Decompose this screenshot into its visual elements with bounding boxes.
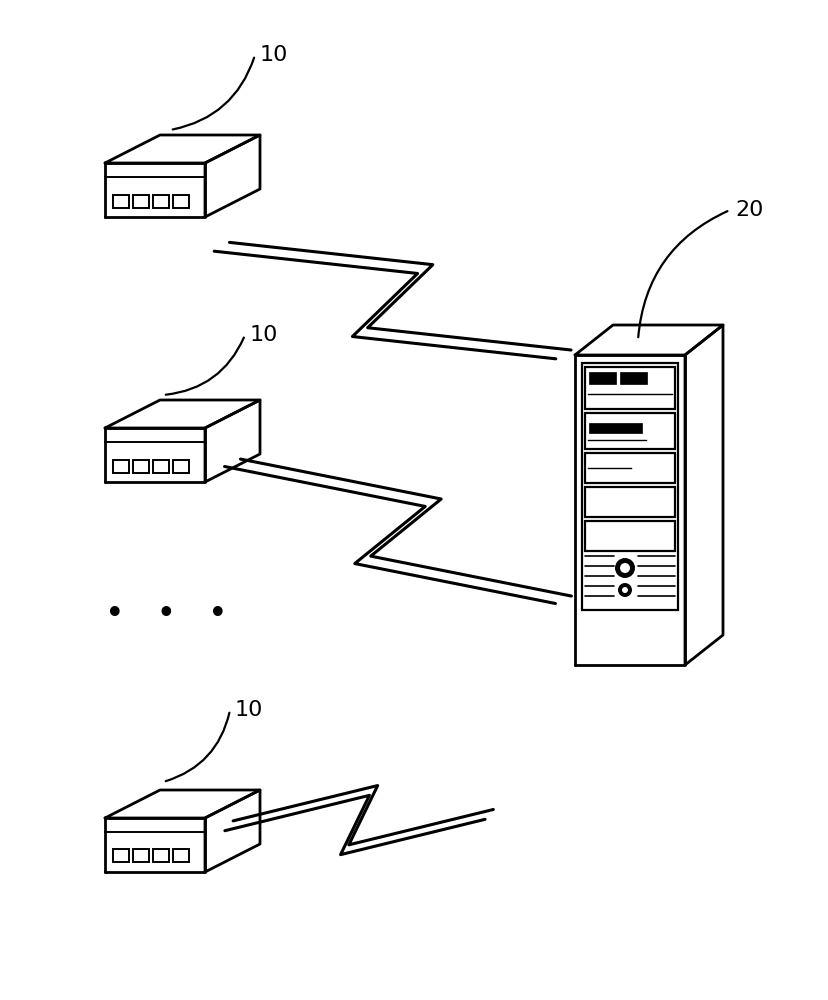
Bar: [113, 460, 129, 473]
Text: 10: 10: [260, 45, 288, 65]
Text: 20: 20: [734, 200, 763, 220]
Bar: [585, 367, 674, 409]
Bar: [619, 372, 646, 384]
Bar: [173, 849, 189, 862]
Bar: [132, 849, 149, 862]
Bar: [173, 460, 189, 473]
Circle shape: [619, 563, 629, 573]
Bar: [132, 195, 149, 208]
Bar: [113, 849, 129, 862]
Bar: [588, 372, 615, 384]
Bar: [585, 521, 674, 551]
Bar: [585, 413, 674, 449]
Bar: [153, 460, 169, 473]
Bar: [588, 423, 641, 433]
Text: 10: 10: [250, 325, 278, 345]
Bar: [153, 849, 169, 862]
Bar: [113, 195, 129, 208]
Bar: [585, 453, 674, 483]
Bar: [153, 195, 169, 208]
Bar: [585, 487, 674, 517]
Text: •   •   •: • • •: [105, 598, 228, 632]
Bar: [581, 363, 677, 610]
Circle shape: [615, 559, 633, 577]
Text: 10: 10: [234, 700, 263, 720]
Bar: [173, 195, 189, 208]
Circle shape: [619, 584, 630, 596]
Bar: [132, 460, 149, 473]
Circle shape: [621, 587, 628, 593]
